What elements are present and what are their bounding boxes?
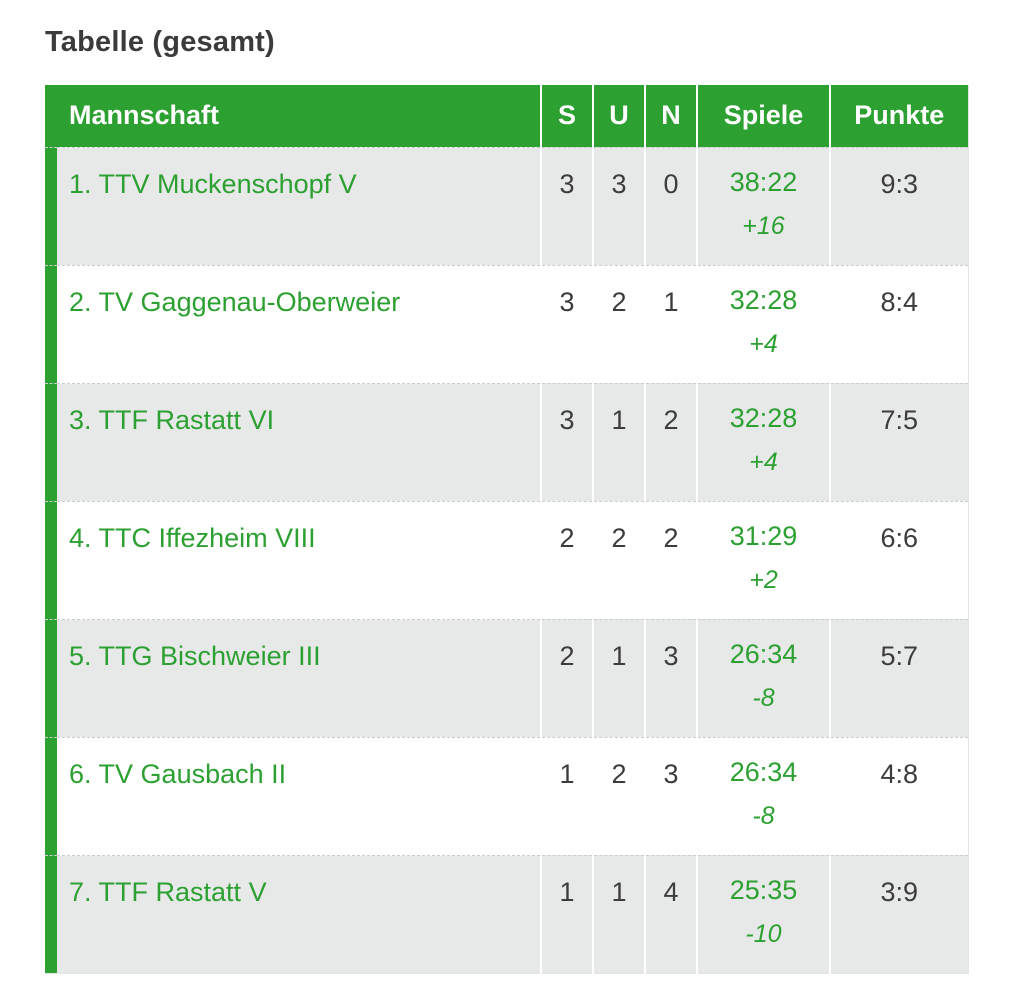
losses-cell: 4 bbox=[644, 855, 697, 973]
col-header-spiele: Spiele bbox=[696, 85, 830, 147]
table-row: 6. TV Gausbach II 1 2 3 26:34 -8 4:8 bbox=[45, 737, 968, 855]
wins-cell: 1 bbox=[540, 737, 593, 855]
col-header-s: S bbox=[540, 85, 593, 147]
team-link[interactable]: TTF Rastatt VI bbox=[98, 404, 275, 435]
spiele-score: 32:28 bbox=[729, 402, 798, 433]
spiele-score: 26:34 bbox=[729, 756, 798, 787]
losses-cell: 2 bbox=[644, 501, 697, 619]
wins-cell: 3 bbox=[540, 265, 593, 383]
spiele-cell: 25:35 -10 bbox=[696, 855, 830, 973]
spiele-diff: +4 bbox=[749, 447, 778, 476]
spiele-diff: -8 bbox=[752, 801, 775, 830]
spiele-cell: 32:28 +4 bbox=[696, 265, 830, 383]
col-header-n: N bbox=[644, 85, 697, 147]
losses-cell: 2 bbox=[644, 383, 697, 501]
accent-bar bbox=[45, 383, 57, 501]
team-link[interactable]: TTV Muckenschopf V bbox=[98, 168, 357, 199]
wins-cell: 3 bbox=[540, 147, 593, 265]
table-row: 3. TTF Rastatt VI 3 1 2 32:28 +4 7:5 bbox=[45, 383, 968, 501]
team-rank: 6. bbox=[69, 758, 92, 789]
spiele-diff: -10 bbox=[745, 919, 782, 948]
losses-cell: 0 bbox=[644, 147, 697, 265]
punkte-cell: 7:5 bbox=[829, 383, 968, 501]
draws-cell: 3 bbox=[592, 147, 645, 265]
punkte-cell: 8:4 bbox=[829, 265, 968, 383]
team-rank: 5. bbox=[69, 640, 92, 671]
col-header-punkte: Punkte bbox=[829, 85, 968, 147]
team-cell: 6. TV Gausbach II bbox=[57, 737, 541, 855]
losses-cell: 3 bbox=[644, 619, 697, 737]
team-rank: 2. bbox=[69, 286, 92, 317]
page-title: Tabelle (gesamt) bbox=[45, 26, 275, 58]
team-rank: 4. bbox=[69, 522, 92, 553]
accent-bar bbox=[45, 855, 57, 973]
accent-bar bbox=[45, 85, 57, 147]
league-table: Mannschaft S U N Spiele Punkte 1. TTV Mu… bbox=[45, 85, 969, 974]
spiele-cell: 26:34 -8 bbox=[696, 619, 830, 737]
draws-cell: 2 bbox=[592, 265, 645, 383]
wins-cell: 2 bbox=[540, 619, 593, 737]
team-rank: 3. bbox=[69, 404, 92, 435]
spiele-score: 26:34 bbox=[729, 638, 798, 669]
wins-cell: 3 bbox=[540, 383, 593, 501]
team-link[interactable]: TTF Rastatt V bbox=[98, 876, 267, 907]
wins-cell: 1 bbox=[540, 855, 593, 973]
draws-cell: 1 bbox=[592, 619, 645, 737]
draws-cell: 2 bbox=[592, 737, 645, 855]
punkte-cell: 9:3 bbox=[829, 147, 968, 265]
draws-cell: 2 bbox=[592, 501, 645, 619]
col-header-mannschaft: Mannschaft bbox=[57, 85, 541, 147]
table-row: 4. TTC Iffezheim VIII 2 2 2 31:29 +2 6:6 bbox=[45, 501, 968, 619]
accent-bar bbox=[45, 501, 57, 619]
spiele-score: 31:29 bbox=[729, 520, 798, 551]
spiele-diff: -8 bbox=[752, 683, 775, 712]
spiele-score: 32:28 bbox=[729, 284, 798, 315]
team-cell: 2. TV Gaggenau-Oberweier bbox=[57, 265, 541, 383]
team-rank: 1. bbox=[69, 168, 92, 199]
accent-bar bbox=[45, 265, 57, 383]
team-cell: 1. TTV Muckenschopf V bbox=[57, 147, 541, 265]
spiele-diff: +2 bbox=[749, 565, 778, 594]
team-rank: 7. bbox=[69, 876, 92, 907]
draws-cell: 1 bbox=[592, 855, 645, 973]
team-cell: 4. TTC Iffezheim VIII bbox=[57, 501, 541, 619]
losses-cell: 3 bbox=[644, 737, 697, 855]
accent-bar bbox=[45, 147, 57, 265]
col-header-u: U bbox=[592, 85, 645, 147]
punkte-cell: 3:9 bbox=[829, 855, 968, 973]
punkte-cell: 6:6 bbox=[829, 501, 968, 619]
wins-cell: 2 bbox=[540, 501, 593, 619]
spiele-diff: +16 bbox=[742, 211, 785, 240]
accent-bar bbox=[45, 737, 57, 855]
spiele-cell: 38:22 +16 bbox=[696, 147, 830, 265]
punkte-cell: 4:8 bbox=[829, 737, 968, 855]
team-link[interactable]: TV Gausbach II bbox=[98, 758, 287, 789]
team-cell: 3. TTF Rastatt VI bbox=[57, 383, 541, 501]
spiele-cell: 31:29 +2 bbox=[696, 501, 830, 619]
team-link[interactable]: TTG Bischweier III bbox=[98, 640, 321, 671]
spiele-score: 38:22 bbox=[729, 166, 798, 197]
accent-bar bbox=[45, 619, 57, 737]
spiele-score: 25:35 bbox=[729, 874, 798, 905]
spiele-cell: 26:34 -8 bbox=[696, 737, 830, 855]
losses-cell: 1 bbox=[644, 265, 697, 383]
punkte-cell: 5:7 bbox=[829, 619, 968, 737]
table-row: 5. TTG Bischweier III 2 1 3 26:34 -8 5:7 bbox=[45, 619, 968, 737]
team-link[interactable]: TV Gaggenau-Oberweier bbox=[98, 286, 401, 317]
table-row: 1. TTV Muckenschopf V 3 3 0 38:22 +16 9:3 bbox=[45, 147, 968, 265]
table-row: 7. TTF Rastatt V 1 1 4 25:35 -10 3:9 bbox=[45, 855, 968, 973]
spiele-diff: +4 bbox=[749, 329, 778, 358]
table-header-row: Mannschaft S U N Spiele Punkte bbox=[45, 85, 968, 147]
team-cell: 7. TTF Rastatt V bbox=[57, 855, 541, 973]
spiele-cell: 32:28 +4 bbox=[696, 383, 830, 501]
team-cell: 5. TTG Bischweier III bbox=[57, 619, 541, 737]
draws-cell: 1 bbox=[592, 383, 645, 501]
team-link[interactable]: TTC Iffezheim VIII bbox=[98, 522, 316, 553]
table-row: 2. TV Gaggenau-Oberweier 3 2 1 32:28 +4 8… bbox=[45, 265, 968, 383]
